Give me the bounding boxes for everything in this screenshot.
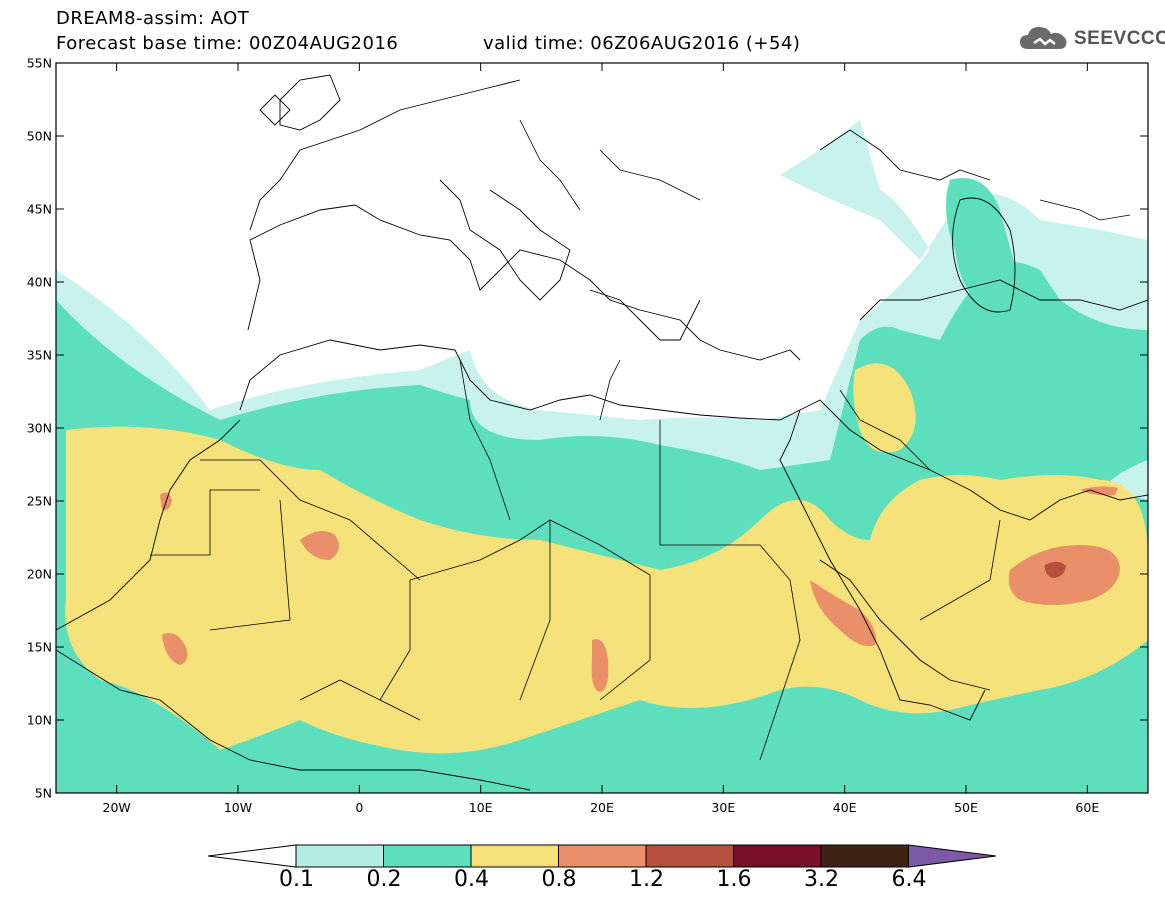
cloud-logo-icon [1020,27,1067,49]
colorbar-box [470,844,559,868]
aot-field [56,120,1148,793]
colorbar-label: 1.2 [629,867,664,892]
aot-region-1.2-oman [1044,561,1066,578]
aot-region-0.8-mali [300,531,339,560]
lat-tick-label: 5N [35,786,52,801]
lat-tick-label: 55N [27,56,52,71]
aot-region-0.8-senegal [162,632,188,665]
longitude-axis: 20W 10W 0 10E 20E 30E 40E 50E 60E [103,63,1099,815]
colorbar-box [733,844,822,868]
colorbar-box [820,844,909,868]
colorbar [207,844,997,868]
map-title: DREAM8-assim: AOT [56,8,250,29]
lon-tick-label: 60E [1075,800,1099,815]
lat-tick-label: 15N [27,640,52,655]
aot-region-0.8-uae [1080,486,1118,496]
lat-tick-label: 25N [27,494,52,509]
aot-region-0.8-chad [591,639,609,692]
aot-region-0.4-iraq [853,363,916,453]
lat-tick-label: 40N [27,275,52,290]
lon-tick-label: 10W [224,800,252,815]
colorbar-label: 0.2 [366,867,402,892]
lat-tick-label: 50N [27,129,52,144]
aot-region-0.4 [65,426,1148,754]
colorbar-over-arrow [908,844,997,868]
forecast-base-time: Forecast base time: 00Z04AUG2016 [56,33,399,54]
aot-region-0.8-redsea [810,580,876,646]
lat-tick-label: 20N [27,567,52,582]
aot-region-0.8-oman [1008,545,1120,605]
colorbar-box [383,844,472,868]
colorbar-label: 1.6 [716,867,752,892]
lon-tick-label: 20W [103,800,131,815]
colorbar-box [295,844,384,868]
lon-tick-label: 0 [355,800,363,815]
lon-tick-label: 30E [711,800,735,815]
colorbar-box [558,844,647,868]
lon-tick-label: 20E [590,800,614,815]
colorbar-label: 0.8 [541,867,577,892]
lat-tick-label: 10N [27,713,52,728]
valid-time: valid time: 06Z06AUG2016 (+54) [483,33,801,54]
latitude-axis: 55N 50N 45N 40N 35N 30N 25N 20N 15N 10N 5N [27,56,1148,801]
lat-tick-label: 30N [27,421,52,436]
seevccc-logo: SEEVCCC [1018,22,1165,58]
lon-tick-label: 50E [954,800,978,815]
colorbar-box [645,844,734,868]
colorbar-label: 3.2 [804,867,839,892]
colorbar-under-arrow [207,844,297,868]
lon-tick-label: 10E [469,800,493,815]
lon-tick-label: 40E [833,800,857,815]
country-borders [150,119,1131,761]
lat-tick-label: 35N [27,348,52,363]
coastlines [56,74,1148,791]
aot-region-0.2-caspian [946,178,1020,312]
colorbar-label: 0.1 [279,867,314,892]
colorbar-label: 6.4 [891,867,927,892]
colorbar-label: 0.4 [454,867,489,892]
lat-tick-label: 45N [27,202,52,217]
